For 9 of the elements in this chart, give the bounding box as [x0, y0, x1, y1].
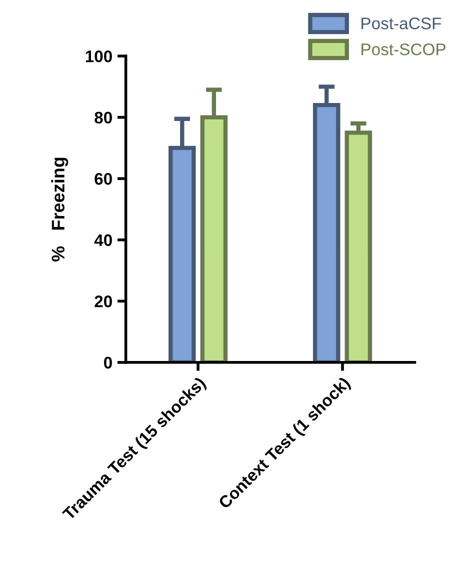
legend-label: Post-aCSF — [362, 18, 442, 30]
y-tick-label: 0 — [104, 356, 112, 369]
y-axis-title: % Freezing — [51, 158, 68, 262]
y-tick-label: 20 — [94, 296, 112, 308]
y-tick-label: 80 — [94, 112, 112, 124]
legend-label: Post-SCOP — [362, 43, 446, 56]
y-tick-label: 40 — [94, 234, 112, 246]
y-tick-label: 60 — [94, 173, 112, 185]
y-tick-label: 100 — [86, 50, 112, 62]
